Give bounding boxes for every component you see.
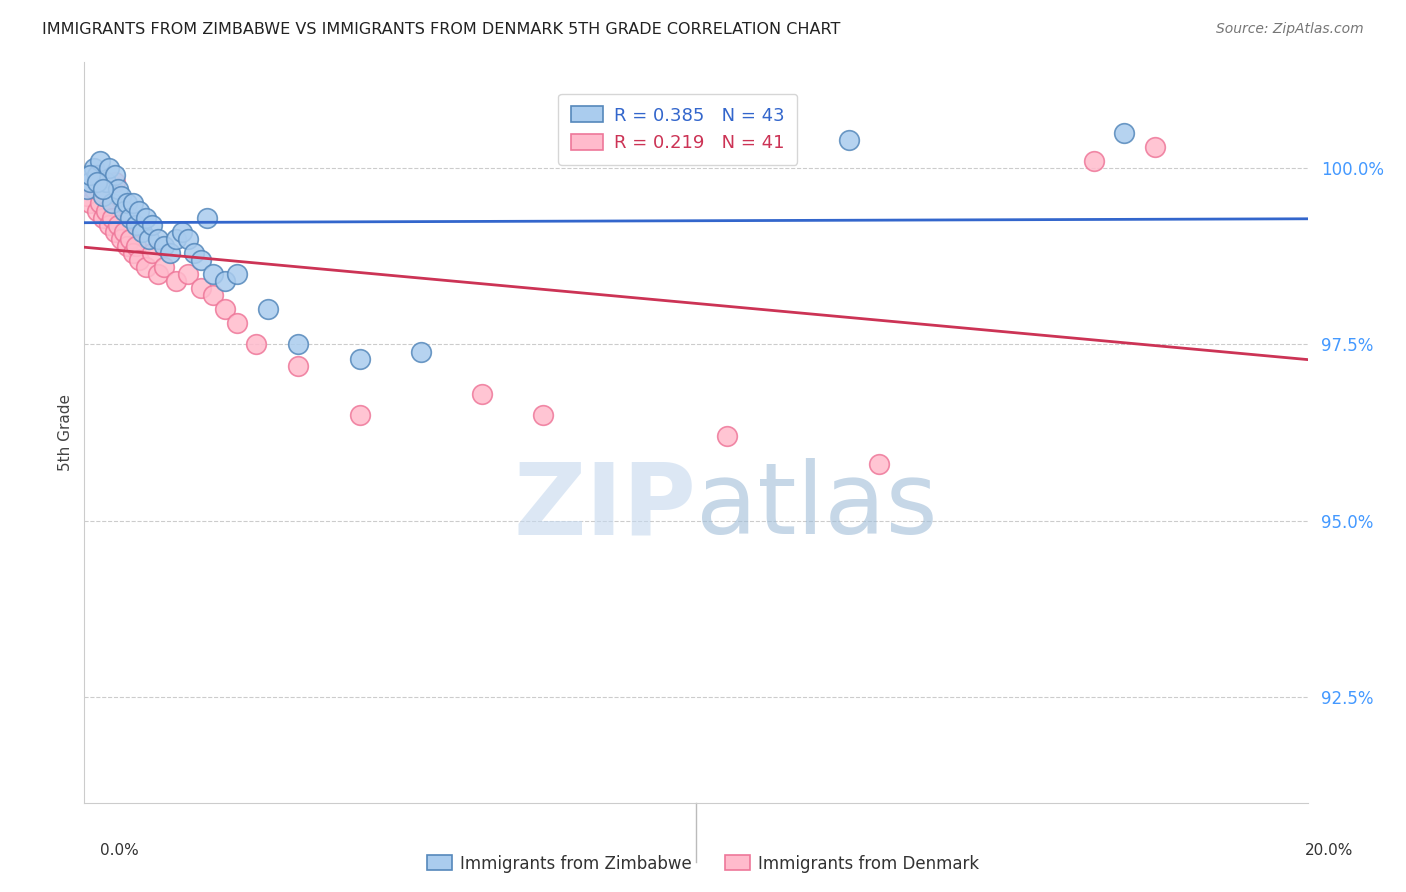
Point — [122, 245, 145, 260]
Point — [190, 281, 212, 295]
Point — [1083, 154, 1105, 169]
Point — [1143, 140, 1166, 154]
Point — [107, 182, 129, 196]
Point — [91, 211, 114, 225]
Point — [201, 267, 224, 281]
Point — [128, 252, 150, 267]
Point — [214, 274, 236, 288]
Point — [869, 458, 891, 472]
Text: IMMIGRANTS FROM ZIMBABWE VS IMMIGRANTS FROM DENMARK 5TH GRADE CORRELATION CHART: IMMIGRANTS FROM ZIMBABWE VS IMMIGRANTS F… — [42, 22, 841, 37]
Point — [91, 182, 114, 196]
Point — [214, 302, 236, 317]
Point — [79, 175, 101, 189]
Point — [716, 429, 738, 443]
Point — [79, 175, 101, 189]
Point — [141, 245, 163, 260]
Point — [91, 189, 114, 203]
Point — [86, 168, 108, 182]
Point — [226, 267, 249, 281]
Point — [287, 359, 309, 373]
Point — [112, 203, 135, 218]
Point — [471, 387, 494, 401]
Point — [257, 302, 280, 317]
Point — [409, 344, 432, 359]
Point — [101, 196, 124, 211]
Point — [104, 168, 127, 182]
Point — [122, 196, 145, 211]
Point — [141, 218, 163, 232]
Point — [83, 161, 105, 176]
Point — [107, 218, 129, 232]
Point — [120, 232, 142, 246]
Point — [195, 211, 218, 225]
Point — [86, 175, 108, 189]
Point — [165, 232, 187, 246]
Point — [89, 154, 111, 169]
Point — [138, 232, 160, 246]
Point — [94, 203, 117, 218]
Point — [89, 196, 111, 211]
Point — [76, 182, 98, 196]
Point — [245, 337, 267, 351]
Point — [115, 196, 138, 211]
Point — [104, 225, 127, 239]
Point — [125, 239, 148, 253]
Point — [79, 196, 101, 211]
Point — [104, 175, 127, 189]
Point — [177, 267, 200, 281]
Point — [83, 182, 105, 196]
Point — [153, 260, 176, 274]
Point — [146, 267, 169, 281]
Point — [153, 239, 176, 253]
Text: 0.0%: 0.0% — [100, 843, 139, 858]
Point — [101, 211, 124, 225]
Text: 20.0%: 20.0% — [1305, 843, 1353, 858]
Point — [112, 225, 135, 239]
Point — [91, 182, 114, 196]
Point — [94, 175, 117, 189]
Point — [76, 189, 98, 203]
Y-axis label: 5th Grade: 5th Grade — [58, 394, 73, 471]
Point — [86, 168, 108, 182]
Text: atlas: atlas — [696, 458, 938, 555]
Point — [86, 203, 108, 218]
Point — [183, 245, 205, 260]
Point — [120, 211, 142, 225]
Point — [159, 245, 181, 260]
Point — [110, 232, 132, 246]
Text: ZIP: ZIP — [513, 458, 696, 555]
Point — [287, 337, 309, 351]
Legend: R = 0.385   N = 43, R = 0.219   N = 41: R = 0.385 N = 43, R = 0.219 N = 41 — [558, 94, 797, 164]
Point — [201, 288, 224, 302]
Point — [146, 232, 169, 246]
Point — [172, 225, 194, 239]
Point — [349, 408, 371, 422]
Point — [838, 133, 860, 147]
Legend: Immigrants from Zimbabwe, Immigrants from Denmark: Immigrants from Zimbabwe, Immigrants fro… — [420, 848, 986, 880]
Point — [226, 316, 249, 330]
Point — [531, 408, 554, 422]
Point — [1114, 126, 1136, 140]
Point — [97, 161, 120, 176]
Point — [128, 203, 150, 218]
Text: Source: ZipAtlas.com: Source: ZipAtlas.com — [1216, 22, 1364, 37]
Point — [131, 225, 153, 239]
Point — [135, 260, 157, 274]
Point — [135, 211, 157, 225]
Point — [349, 351, 371, 366]
Point — [79, 168, 101, 182]
Point — [177, 232, 200, 246]
Point — [165, 274, 187, 288]
Point — [190, 252, 212, 267]
Point — [115, 239, 138, 253]
Point — [97, 218, 120, 232]
Point — [110, 189, 132, 203]
Point — [125, 218, 148, 232]
